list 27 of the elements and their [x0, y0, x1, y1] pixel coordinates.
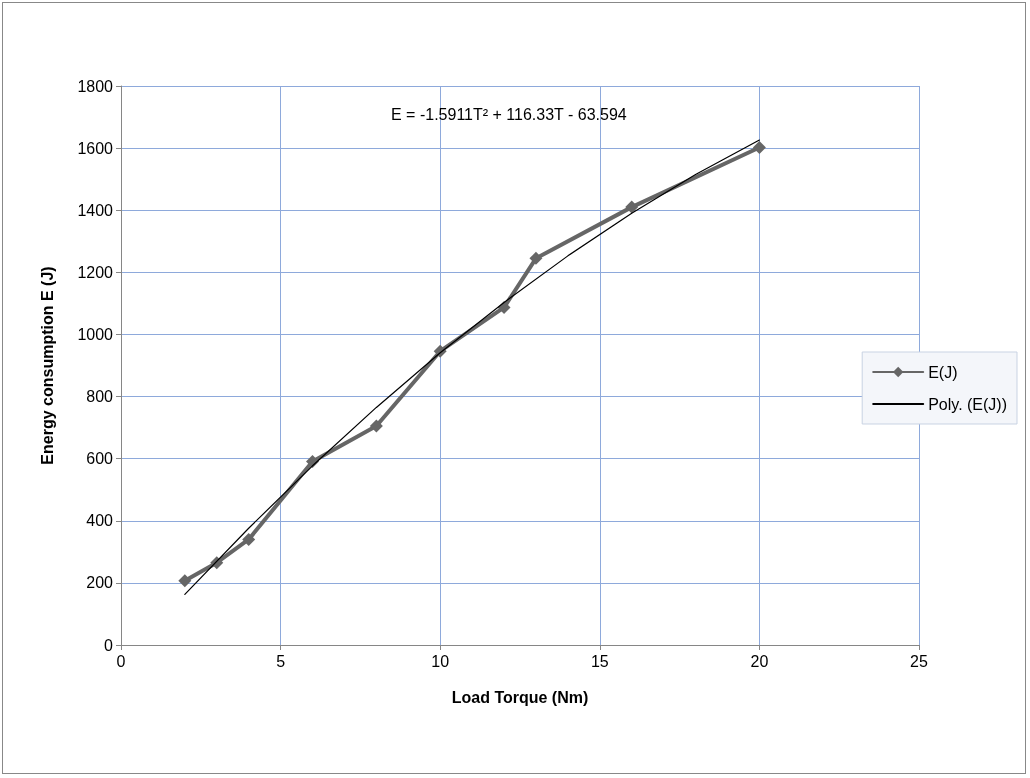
y-tick-label: 1200	[77, 263, 114, 281]
y-tick-label: 0	[104, 636, 114, 654]
x-tick-label: 0	[116, 652, 126, 670]
x-tick-label: 15	[590, 652, 609, 670]
x-tick-label: 25	[910, 652, 928, 670]
y-tick-label: 1800	[77, 77, 114, 95]
y-tick-label: 1000	[77, 325, 114, 343]
x-tick-label: 20	[750, 652, 769, 670]
point	[529, 251, 543, 265]
point	[752, 140, 766, 154]
point	[369, 419, 383, 433]
legend-label: E(J)	[928, 363, 958, 381]
y-axis-title: Energy consumption E (J)	[38, 266, 56, 465]
y-tick-label: 1600	[77, 139, 114, 157]
annotation: E = -1.5911T² + 116.33T - 63.594	[391, 105, 627, 123]
point	[178, 574, 192, 588]
point	[625, 200, 639, 214]
legend-label: Poly. (E(J))	[928, 395, 1007, 413]
point	[242, 532, 256, 546]
y-tick-label: 1400	[77, 201, 114, 219]
y-tick-label: 200	[86, 574, 114, 592]
x-axis-title: Load Torque (Nm)	[451, 688, 589, 706]
y-tick-label: 800	[86, 388, 114, 406]
y-tick-label: 600	[86, 450, 114, 468]
y-tick-label: 400	[86, 512, 114, 530]
x-tick-label: 10	[431, 652, 450, 670]
x-tick-label: 5	[276, 652, 286, 670]
